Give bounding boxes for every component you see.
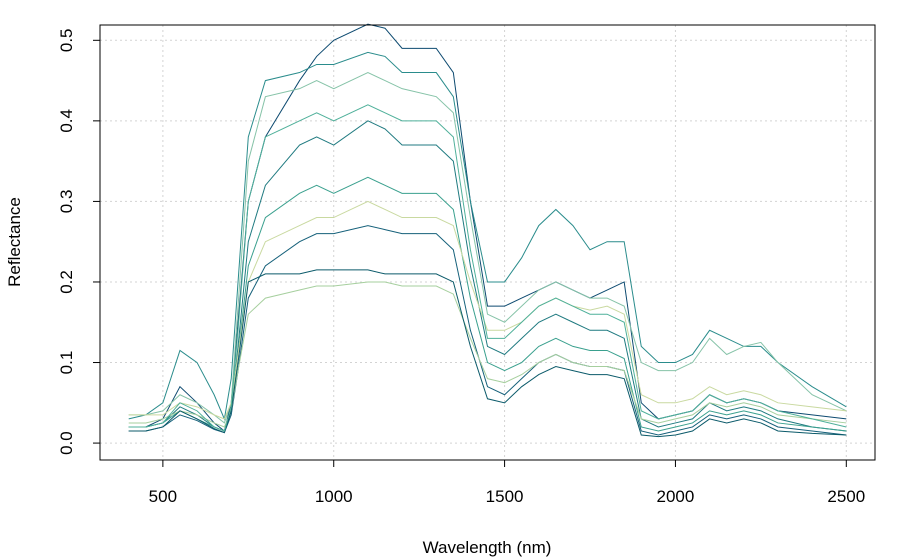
series-lines: [128, 23, 847, 438]
spectrum-line: [128, 269, 847, 438]
plot-frame: [99, 24, 876, 461]
x-tick-label: 2500: [827, 487, 865, 506]
y-tick-label: 0.1: [57, 351, 76, 375]
grid: [100, 25, 875, 460]
x-axis-label: Wavelength (nm): [423, 538, 552, 557]
y-tick-label: 0.0: [57, 431, 76, 455]
spectrum-line: [128, 51, 847, 421]
x-tick-label: 1000: [315, 487, 353, 506]
y-tick-label: 0.2: [57, 270, 76, 294]
y-tick-label: 0.3: [57, 190, 76, 214]
x-tick-label: 2000: [657, 487, 695, 506]
y-tick-label: 0.4: [57, 109, 76, 133]
y-tick-label: 0.5: [57, 28, 76, 52]
y-axis-label: Reflectance: [5, 197, 24, 287]
x-tick-label: 500: [149, 487, 177, 506]
spectrum-line: [128, 71, 847, 424]
x-tick-label: 1500: [486, 487, 524, 506]
spectrum-line: [128, 200, 847, 420]
spectrum-line: [128, 104, 847, 432]
